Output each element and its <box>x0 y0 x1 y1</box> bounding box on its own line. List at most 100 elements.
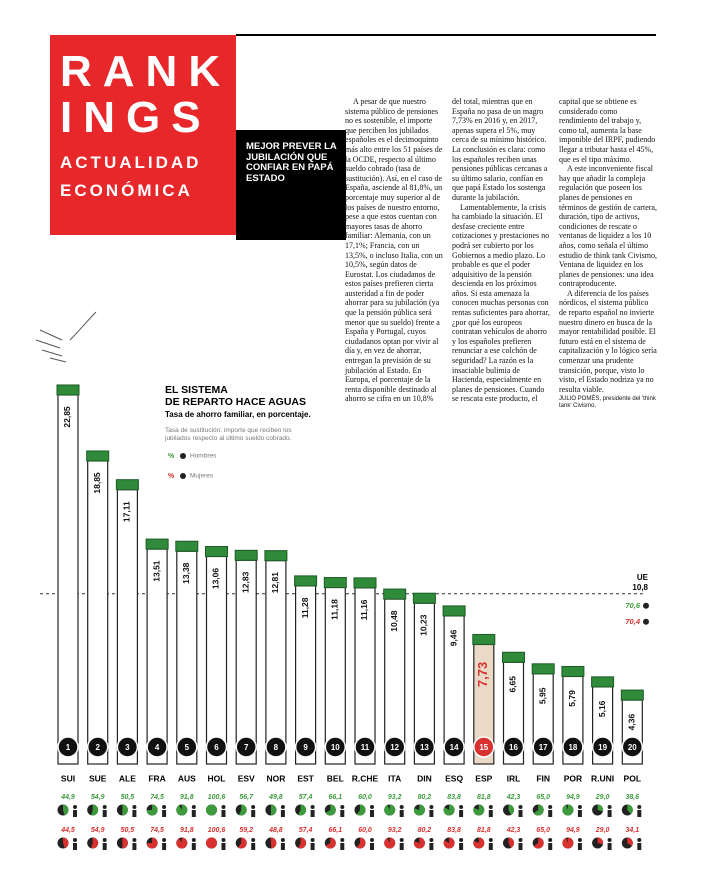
rank-badge <box>473 736 495 758</box>
series-value-label: 44,9 <box>60 794 75 801</box>
person-icon <box>577 843 582 850</box>
pie <box>235 804 247 816</box>
signature: JULIO POMÉS, presidente del 'think tank'… <box>559 396 656 410</box>
masthead-word: RANK <box>60 47 232 96</box>
pie <box>235 837 247 849</box>
bar-cap <box>264 550 288 562</box>
value-label: 7,73 <box>475 662 490 687</box>
reference-women: 70,4 <box>625 617 640 626</box>
rank-badge <box>383 736 406 758</box>
series-value-label: 100,6 <box>208 827 226 834</box>
person-icon <box>488 810 493 817</box>
series-value-label: 50,5 <box>121 794 135 801</box>
bar-cap <box>383 588 407 600</box>
pie <box>473 804 485 816</box>
hand-illustration <box>35 311 97 363</box>
person-icon <box>102 810 107 817</box>
section-name: ACTUALIDAD <box>60 153 202 172</box>
bar-cap <box>442 605 466 617</box>
person-icon <box>340 838 345 842</box>
reference-icon <box>643 618 649 625</box>
x-tick-label: R.CHE <box>352 773 379 783</box>
value-label: 10,23 <box>419 614 429 636</box>
rank-number: 1 <box>66 743 71 752</box>
x-tick-label: FIN <box>536 773 550 783</box>
bar-cap <box>412 592 436 604</box>
paragraph: A diferencia de los países nórdicos, el … <box>559 288 657 394</box>
person-icon <box>162 843 167 850</box>
rank-number: 16 <box>509 743 518 752</box>
person-icon <box>370 838 374 842</box>
series-value-label: 65,0 <box>536 794 550 801</box>
series-value-label: 94,9 <box>566 827 580 834</box>
masthead: RANK INGS ACTUALIDAD ECONÓMICA <box>50 35 236 235</box>
series-value-label: 49,8 <box>268 794 283 801</box>
pie <box>413 804 425 816</box>
pie <box>384 837 396 849</box>
pie <box>354 837 366 849</box>
rank-badge <box>413 736 436 758</box>
value-label: 5,95 <box>537 687 547 704</box>
pie <box>265 804 277 816</box>
rank-badge <box>324 736 347 758</box>
rank-badge <box>443 736 465 758</box>
pie <box>532 837 544 849</box>
person-icon <box>251 805 256 809</box>
masthead-word: INGS <box>60 93 212 142</box>
value-label: 17,11 <box>122 501 132 522</box>
rank-badge <box>294 736 317 758</box>
paragraph: A pesar de que nuestro sistema público d… <box>345 97 548 404</box>
series-value-label: 93,2 <box>388 827 402 834</box>
pie <box>265 837 277 849</box>
rank-badge <box>591 736 614 758</box>
pie <box>206 804 217 816</box>
value-label: 4,36 <box>627 714 637 731</box>
person-icon <box>132 805 137 809</box>
pie <box>176 804 188 816</box>
person-icon <box>577 810 582 817</box>
person-icon <box>548 843 553 850</box>
pie <box>413 837 425 849</box>
rank-badge <box>502 736 525 758</box>
person-icon <box>132 843 137 850</box>
series-value-label: 34,1 <box>625 827 639 834</box>
reference-men: 70,6 <box>625 601 640 610</box>
person-icon <box>310 843 315 850</box>
person-icon <box>102 843 107 850</box>
pie <box>206 837 217 849</box>
value-label: 12,83 <box>240 571 250 593</box>
pie <box>116 837 128 849</box>
rank-number: 9 <box>303 743 308 752</box>
person-icon <box>607 805 612 809</box>
reference-value: 10,8 <box>632 583 648 592</box>
person-icon <box>132 838 137 842</box>
rank-badge <box>57 736 79 758</box>
person-icon <box>518 843 523 850</box>
pie <box>443 837 455 849</box>
person-icon <box>191 805 196 809</box>
pie <box>354 804 366 816</box>
x-tick-label: ESV <box>238 773 255 783</box>
rank-number: 7 <box>244 743 249 752</box>
bar-cap <box>234 549 258 561</box>
series-value-label: 66,1 <box>328 827 342 834</box>
series-value-label: 74,5 <box>150 827 164 834</box>
person-icon <box>577 805 582 809</box>
person-icon <box>340 810 345 817</box>
pie <box>443 804 455 816</box>
series-value-label: 83,8 <box>447 827 461 834</box>
person-icon <box>577 838 582 842</box>
person-icon <box>73 843 77 850</box>
rank-badge <box>146 736 168 758</box>
series-value-label: 94,9 <box>566 794 580 801</box>
x-tick-label: FRA <box>148 773 165 783</box>
pie <box>295 804 307 816</box>
pie <box>503 804 514 816</box>
series-value-label: 91,8 <box>180 794 194 801</box>
x-tick-label: BEL <box>327 773 344 783</box>
person-icon <box>488 838 493 842</box>
rank-number: 11 <box>361 743 370 752</box>
rank-badge <box>621 736 644 758</box>
x-tick-label: POR <box>564 773 582 783</box>
series-value-label: 44,5 <box>60 827 75 834</box>
